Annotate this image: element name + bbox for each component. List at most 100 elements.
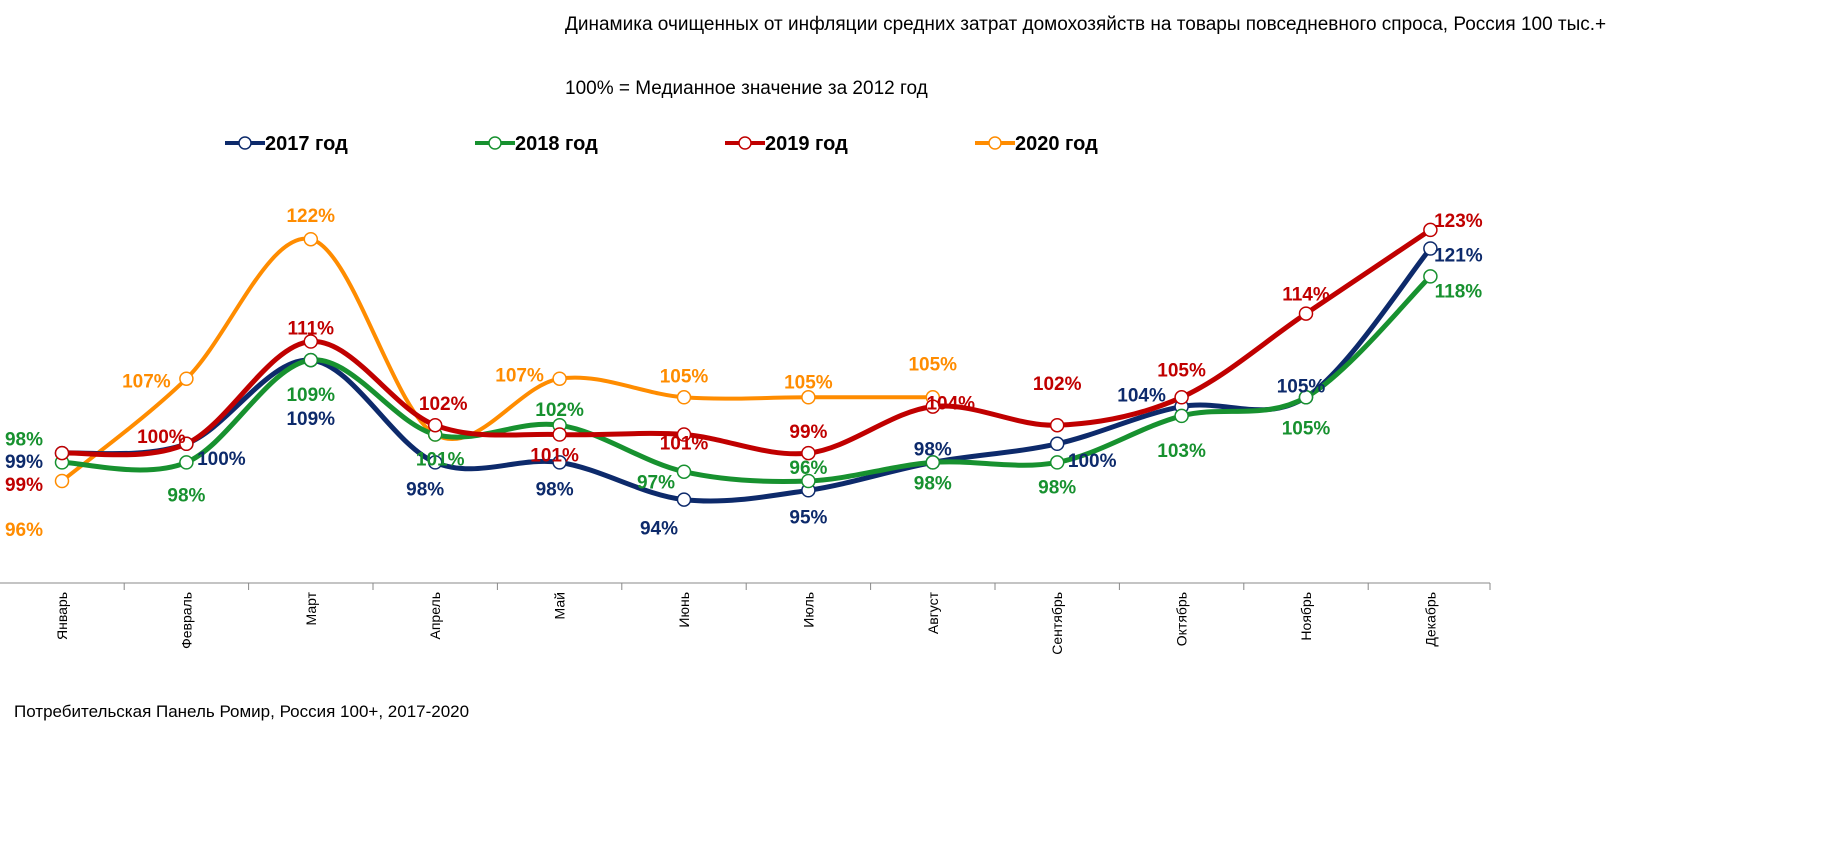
series-line-2018-год — [61, 274, 1433, 485]
data-point — [1174, 390, 1189, 405]
x-tick-label: Январь — [54, 592, 70, 640]
data-point — [427, 417, 443, 433]
legend-marker — [238, 136, 252, 150]
data-point — [676, 464, 692, 479]
data-point — [427, 455, 443, 470]
data-point — [179, 436, 194, 452]
data-label: 105% — [660, 366, 709, 387]
data-point — [179, 371, 194, 386]
data-label: 109% — [286, 385, 335, 406]
legend-label: 2017 год — [265, 133, 348, 155]
data-point — [676, 492, 692, 507]
data-label: 99% — [789, 422, 827, 443]
data-label: 104% — [926, 394, 975, 415]
data-label: 94% — [640, 519, 678, 540]
data-point — [552, 427, 567, 442]
data-point — [1298, 390, 1314, 405]
data-point — [1423, 241, 1438, 256]
data-point — [801, 445, 816, 461]
data-label: 123% — [1434, 211, 1483, 232]
data-point — [1049, 417, 1065, 433]
x-tick-label: Сентябрь — [1049, 592, 1065, 655]
x-tick-label: Октябрь — [1174, 592, 1190, 646]
x-tick-label: Август — [925, 591, 941, 634]
chart-subtitle: 100% = Медианное значение за 2012 год — [565, 78, 928, 99]
data-label: 105% — [908, 354, 957, 375]
data-label: 104% — [1117, 386, 1166, 407]
data-point — [1049, 455, 1065, 470]
data-label: 100% — [137, 427, 186, 448]
data-label: 111% — [288, 319, 335, 340]
data-point — [925, 455, 941, 470]
x-tick-label: Июль — [800, 592, 816, 628]
data-label: 98% — [914, 439, 952, 460]
x-tick-label: Ноябрь — [1298, 592, 1314, 641]
data-point — [1423, 222, 1438, 238]
data-point — [1423, 269, 1438, 284]
data-label: 101% — [416, 450, 465, 471]
data-point — [179, 455, 194, 470]
data-label: 118% — [1435, 281, 1483, 302]
data-point — [925, 399, 941, 414]
data-point — [552, 455, 567, 470]
legend-label: 2019 год — [765, 133, 848, 155]
data-label: 102% — [419, 394, 468, 415]
data-point — [801, 390, 816, 405]
data-label: 100% — [197, 449, 246, 470]
chart-title: Динамика очищенных от инфляции средних з… — [565, 14, 1607, 35]
x-tick-label: Апрель — [427, 592, 443, 640]
data-point — [303, 352, 319, 368]
data-label: 109% — [286, 409, 335, 430]
data-label: 121% — [1434, 246, 1483, 267]
data-label: 98% — [167, 485, 205, 506]
data-point — [303, 231, 319, 247]
data-label: 114% — [1282, 285, 1330, 306]
data-point — [1049, 436, 1065, 452]
data-label: 98% — [536, 479, 574, 500]
legend-label: 2018 год — [515, 133, 598, 155]
data-point — [1298, 306, 1314, 321]
chart-source: Потребительская Панель Ромир, Россия 100… — [14, 702, 470, 721]
data-label: 95% — [789, 507, 827, 528]
series-line-2019-год — [61, 227, 1432, 458]
data-label: 98% — [914, 473, 952, 494]
data-label: 98% — [5, 429, 43, 450]
legend-marker — [488, 136, 502, 150]
x-tick-label: Июнь — [676, 592, 692, 628]
data-point — [676, 427, 692, 442]
data-label: 107% — [495, 366, 544, 387]
x-tick-label: Февраль — [178, 592, 194, 649]
data-label: 103% — [1157, 441, 1206, 462]
data-label: 105% — [1157, 360, 1206, 381]
data-label: 99% — [5, 452, 43, 473]
data-label: 99% — [5, 475, 43, 496]
x-tick-label: Март — [303, 591, 319, 625]
data-point — [801, 473, 816, 489]
data-label: 101% — [660, 434, 709, 455]
data-label: 98% — [406, 479, 444, 500]
legend-marker — [988, 136, 1002, 150]
data-point — [303, 334, 319, 349]
data-label: 122% — [286, 206, 335, 227]
data-point — [54, 473, 70, 489]
data-label: 102% — [535, 400, 584, 421]
data-label: 102% — [1033, 374, 1082, 395]
data-point — [1174, 408, 1189, 424]
data-label: 105% — [784, 372, 833, 393]
data-label: 98% — [1038, 477, 1076, 498]
legend-label: 2020 год — [1015, 133, 1098, 155]
data-label: 107% — [122, 372, 171, 393]
x-tick-label: Декабрь — [1422, 592, 1438, 647]
data-label: 97% — [637, 473, 675, 494]
data-point — [552, 371, 567, 386]
data-label: 100% — [1068, 451, 1117, 472]
data-point — [676, 390, 692, 405]
data-point — [54, 445, 70, 461]
data-label: 96% — [789, 458, 827, 479]
data-label: 105% — [1277, 376, 1326, 397]
legend-marker — [738, 136, 752, 150]
data-label: 105% — [1282, 418, 1331, 439]
data-label: 96% — [5, 520, 43, 541]
x-tick-label: Май — [552, 592, 568, 619]
